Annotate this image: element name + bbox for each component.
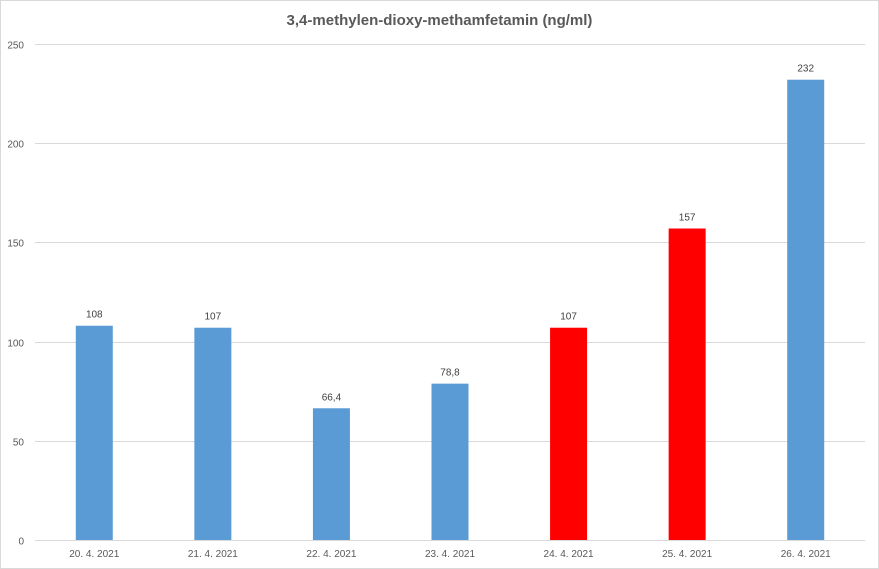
data-label: 107 xyxy=(560,312,577,323)
data-label: 232 xyxy=(797,64,814,75)
bar xyxy=(787,79,825,540)
data-label: 78,8 xyxy=(440,368,460,379)
y-tick-label: 250 xyxy=(7,41,24,52)
bar xyxy=(194,327,232,540)
y-tick-label: 0 xyxy=(18,537,24,548)
data-label: 66,4 xyxy=(322,392,342,403)
chart-title: 3,4-methylen-dioxy-methamfetamin (ng/ml) xyxy=(286,12,593,29)
x-category-label: 26. 4. 2021 xyxy=(781,549,831,560)
y-tick-label: 150 xyxy=(7,239,24,250)
x-category-label: 20. 4. 2021 xyxy=(69,549,119,560)
data-label: 108 xyxy=(86,310,103,321)
bar xyxy=(668,228,706,540)
bar xyxy=(550,327,588,540)
data-label: 107 xyxy=(205,312,222,323)
bar xyxy=(312,408,350,540)
x-category-label: 22. 4. 2021 xyxy=(306,549,356,560)
bar xyxy=(75,325,113,540)
x-category-label: 23. 4. 2021 xyxy=(425,549,475,560)
y-tick-label: 200 xyxy=(7,140,24,151)
x-category-label: 24. 4. 2021 xyxy=(544,549,594,560)
y-tick-label: 50 xyxy=(13,438,25,449)
y-tick-label: 100 xyxy=(7,339,24,350)
x-category-label: 21. 4. 2021 xyxy=(188,549,238,560)
bar xyxy=(431,383,469,540)
x-category-label: 25. 4. 2021 xyxy=(662,549,712,560)
data-label: 157 xyxy=(679,213,696,224)
